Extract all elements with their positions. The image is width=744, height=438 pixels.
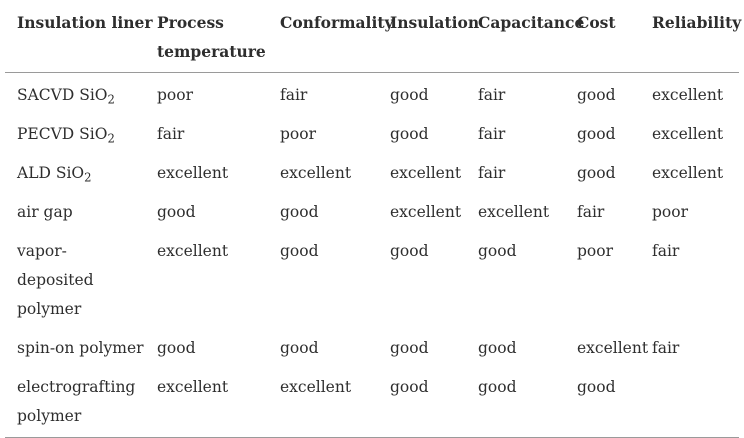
cell-cost: good bbox=[577, 86, 616, 104]
liner-name: ALD SiO2 bbox=[17, 164, 92, 185]
cell-process-temperature: fair bbox=[157, 125, 185, 143]
cell-insulation: good bbox=[390, 86, 429, 104]
cell-process-temperature: excellent bbox=[157, 242, 229, 260]
liner-name: SACVD SiO2 bbox=[17, 86, 115, 107]
cell-cost: good bbox=[577, 164, 616, 182]
cell-process-temperature: good bbox=[157, 339, 196, 357]
cell-capacitance: good bbox=[466, 368, 565, 438]
cell-capacitance: excellent bbox=[478, 203, 550, 221]
cell-capacitance: good bbox=[478, 242, 517, 260]
liner-name: air gap bbox=[17, 203, 73, 221]
cell-capacitance: fair bbox=[478, 125, 506, 143]
table-row: air gap good good excellent excellent fa… bbox=[5, 193, 739, 232]
cell-cost: good bbox=[577, 125, 616, 143]
header-insulation-liner: Insulation liner bbox=[5, 0, 153, 73]
cell-reliability: excellent bbox=[652, 86, 724, 104]
table-row: vapor-deposited polymer excellent good g… bbox=[5, 232, 739, 329]
table-header: Insulation liner Process temperature Con… bbox=[5, 0, 741, 73]
liner-name: vapor-deposited polymer bbox=[17, 242, 94, 318]
cell-insulation: good bbox=[390, 125, 429, 143]
cell-insulation: good bbox=[390, 242, 429, 260]
cell-cost: fair bbox=[577, 203, 605, 221]
cell-insulation: good bbox=[390, 339, 429, 357]
insulation-liner-comparison-table: Insulation liner Process temperature Con… bbox=[5, 0, 741, 438]
table-row: ALD SiO2 excellent excellent excellent f… bbox=[5, 154, 739, 193]
cell-cost: excellent bbox=[577, 339, 649, 357]
cell-conformality: good bbox=[280, 339, 319, 357]
cell-reliability: excellent bbox=[652, 125, 724, 143]
cell-conformality: good bbox=[280, 203, 319, 221]
table-row: SACVD SiO2 poor fair good fair good exce… bbox=[5, 73, 739, 116]
cell-reliability: fair bbox=[652, 242, 680, 260]
cell-reliability: fair bbox=[652, 339, 680, 357]
cell-conformality: good bbox=[280, 242, 319, 260]
header-capacitance: Capacitance bbox=[466, 0, 584, 73]
cell-reliability: poor bbox=[652, 203, 688, 221]
table-row: spin-on polymer good good good good exce… bbox=[5, 329, 739, 368]
cell-conformality: fair bbox=[280, 86, 308, 104]
table-row: PECVD SiO2 fair poor good fair good exce… bbox=[5, 115, 739, 154]
header-insulation: Insulation bbox=[378, 0, 479, 73]
cell-capacitance: fair bbox=[478, 86, 506, 104]
header-row: Insulation liner Process temperature Con… bbox=[5, 0, 741, 73]
cell-process-temperature: excellent bbox=[157, 164, 229, 182]
cell-cost: poor bbox=[577, 242, 613, 260]
cell-capacitance: good bbox=[478, 339, 517, 357]
cell-conformality: excellent bbox=[268, 368, 378, 438]
cell-cost: good bbox=[565, 368, 640, 438]
header-process-temperature: Process temperature bbox=[145, 0, 268, 73]
table-container: Insulation liner Process temperature Con… bbox=[5, 0, 741, 438]
table-row: electrografting polymer excellent excell… bbox=[5, 368, 739, 438]
cell-insulation: excellent bbox=[390, 164, 462, 182]
cell-insulation: good bbox=[378, 368, 466, 438]
liner-name: electrografting polymer bbox=[5, 368, 145, 438]
cell-reliability: excellent bbox=[652, 164, 724, 182]
liner-name: spin-on polymer bbox=[17, 339, 144, 357]
cell-conformality: poor bbox=[280, 125, 316, 143]
header-reliability: Reliability bbox=[640, 0, 741, 73]
cell-insulation: excellent bbox=[390, 203, 462, 221]
cell-process-temperature: good bbox=[157, 203, 196, 221]
header-conformality: Conformality bbox=[268, 0, 394, 73]
cell-capacitance: fair bbox=[478, 164, 506, 182]
liner-name: PECVD SiO2 bbox=[17, 125, 115, 146]
header-cost: Cost bbox=[565, 0, 640, 73]
cell-process-temperature: poor bbox=[157, 86, 193, 104]
table-body: SACVD SiO2 poor fair good fair good exce… bbox=[5, 73, 739, 438]
cell-conformality: excellent bbox=[280, 164, 352, 182]
cell-reliability bbox=[640, 368, 739, 438]
cell-process-temperature: excellent bbox=[145, 368, 268, 438]
